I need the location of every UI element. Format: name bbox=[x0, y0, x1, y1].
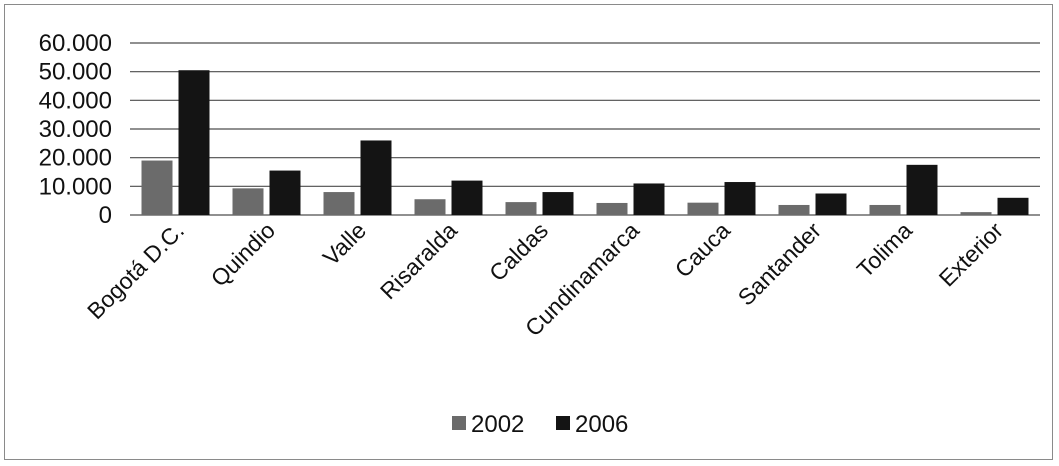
bar-2002-1 bbox=[232, 188, 264, 215]
bar-2006-2 bbox=[360, 140, 392, 215]
bar-2002-2 bbox=[323, 192, 355, 215]
bar-2002-5 bbox=[596, 202, 628, 215]
category-label: Risaralda bbox=[375, 217, 462, 304]
legend: 2002 2006 bbox=[452, 411, 628, 438]
bar-2006-3 bbox=[451, 180, 483, 215]
y-tick-label: 20.000 bbox=[39, 145, 112, 172]
bar-2006-4 bbox=[542, 192, 574, 215]
bar-2002-9 bbox=[960, 212, 992, 215]
bar-2006-9 bbox=[997, 197, 1029, 215]
y-tick-label: 0 bbox=[99, 202, 112, 229]
bar-2006-1 bbox=[269, 170, 301, 215]
category-label: Exterior bbox=[934, 217, 1009, 292]
legend-swatch-2002 bbox=[452, 416, 466, 430]
bar-2006-7 bbox=[815, 193, 847, 215]
y-tick-label: 50.000 bbox=[39, 59, 112, 86]
bar-2002-6 bbox=[687, 202, 719, 215]
bar-2006-6 bbox=[724, 182, 756, 215]
bar-2002-3 bbox=[414, 199, 446, 215]
legend-label: 2006 bbox=[575, 411, 628, 438]
bar-2002-4 bbox=[505, 202, 537, 215]
gridlines bbox=[130, 42, 1040, 216]
bar-2002-0 bbox=[141, 160, 173, 215]
bar-2002-8 bbox=[869, 204, 901, 215]
legend-label: 2002 bbox=[471, 411, 524, 438]
category-label: Santander bbox=[733, 217, 827, 311]
y-tick-label: 10.000 bbox=[39, 173, 112, 200]
category-label: Bogotá D.C. bbox=[82, 217, 189, 324]
bar-2002-7 bbox=[778, 204, 810, 215]
bar-2006-0 bbox=[178, 70, 210, 215]
category-label: Caldas bbox=[484, 217, 553, 286]
category-label: Tolima bbox=[852, 217, 918, 283]
bars bbox=[141, 70, 1029, 215]
bar-2006-5 bbox=[633, 183, 665, 215]
y-tick-label: 30.000 bbox=[39, 116, 112, 143]
y-tick-label: 40.000 bbox=[39, 87, 112, 114]
category-label: Valle bbox=[318, 217, 371, 270]
y-tick-label: 60.000 bbox=[39, 30, 112, 57]
x-axis-category-labels: Bogotá D.C. Quindio Valle Risaralda CaldasCu… bbox=[82, 217, 1008, 341]
legend-swatch-2006 bbox=[556, 416, 570, 430]
category-label: Quindio bbox=[206, 217, 280, 291]
bar-2006-8 bbox=[906, 164, 938, 215]
category-label: Cauca bbox=[670, 217, 736, 283]
